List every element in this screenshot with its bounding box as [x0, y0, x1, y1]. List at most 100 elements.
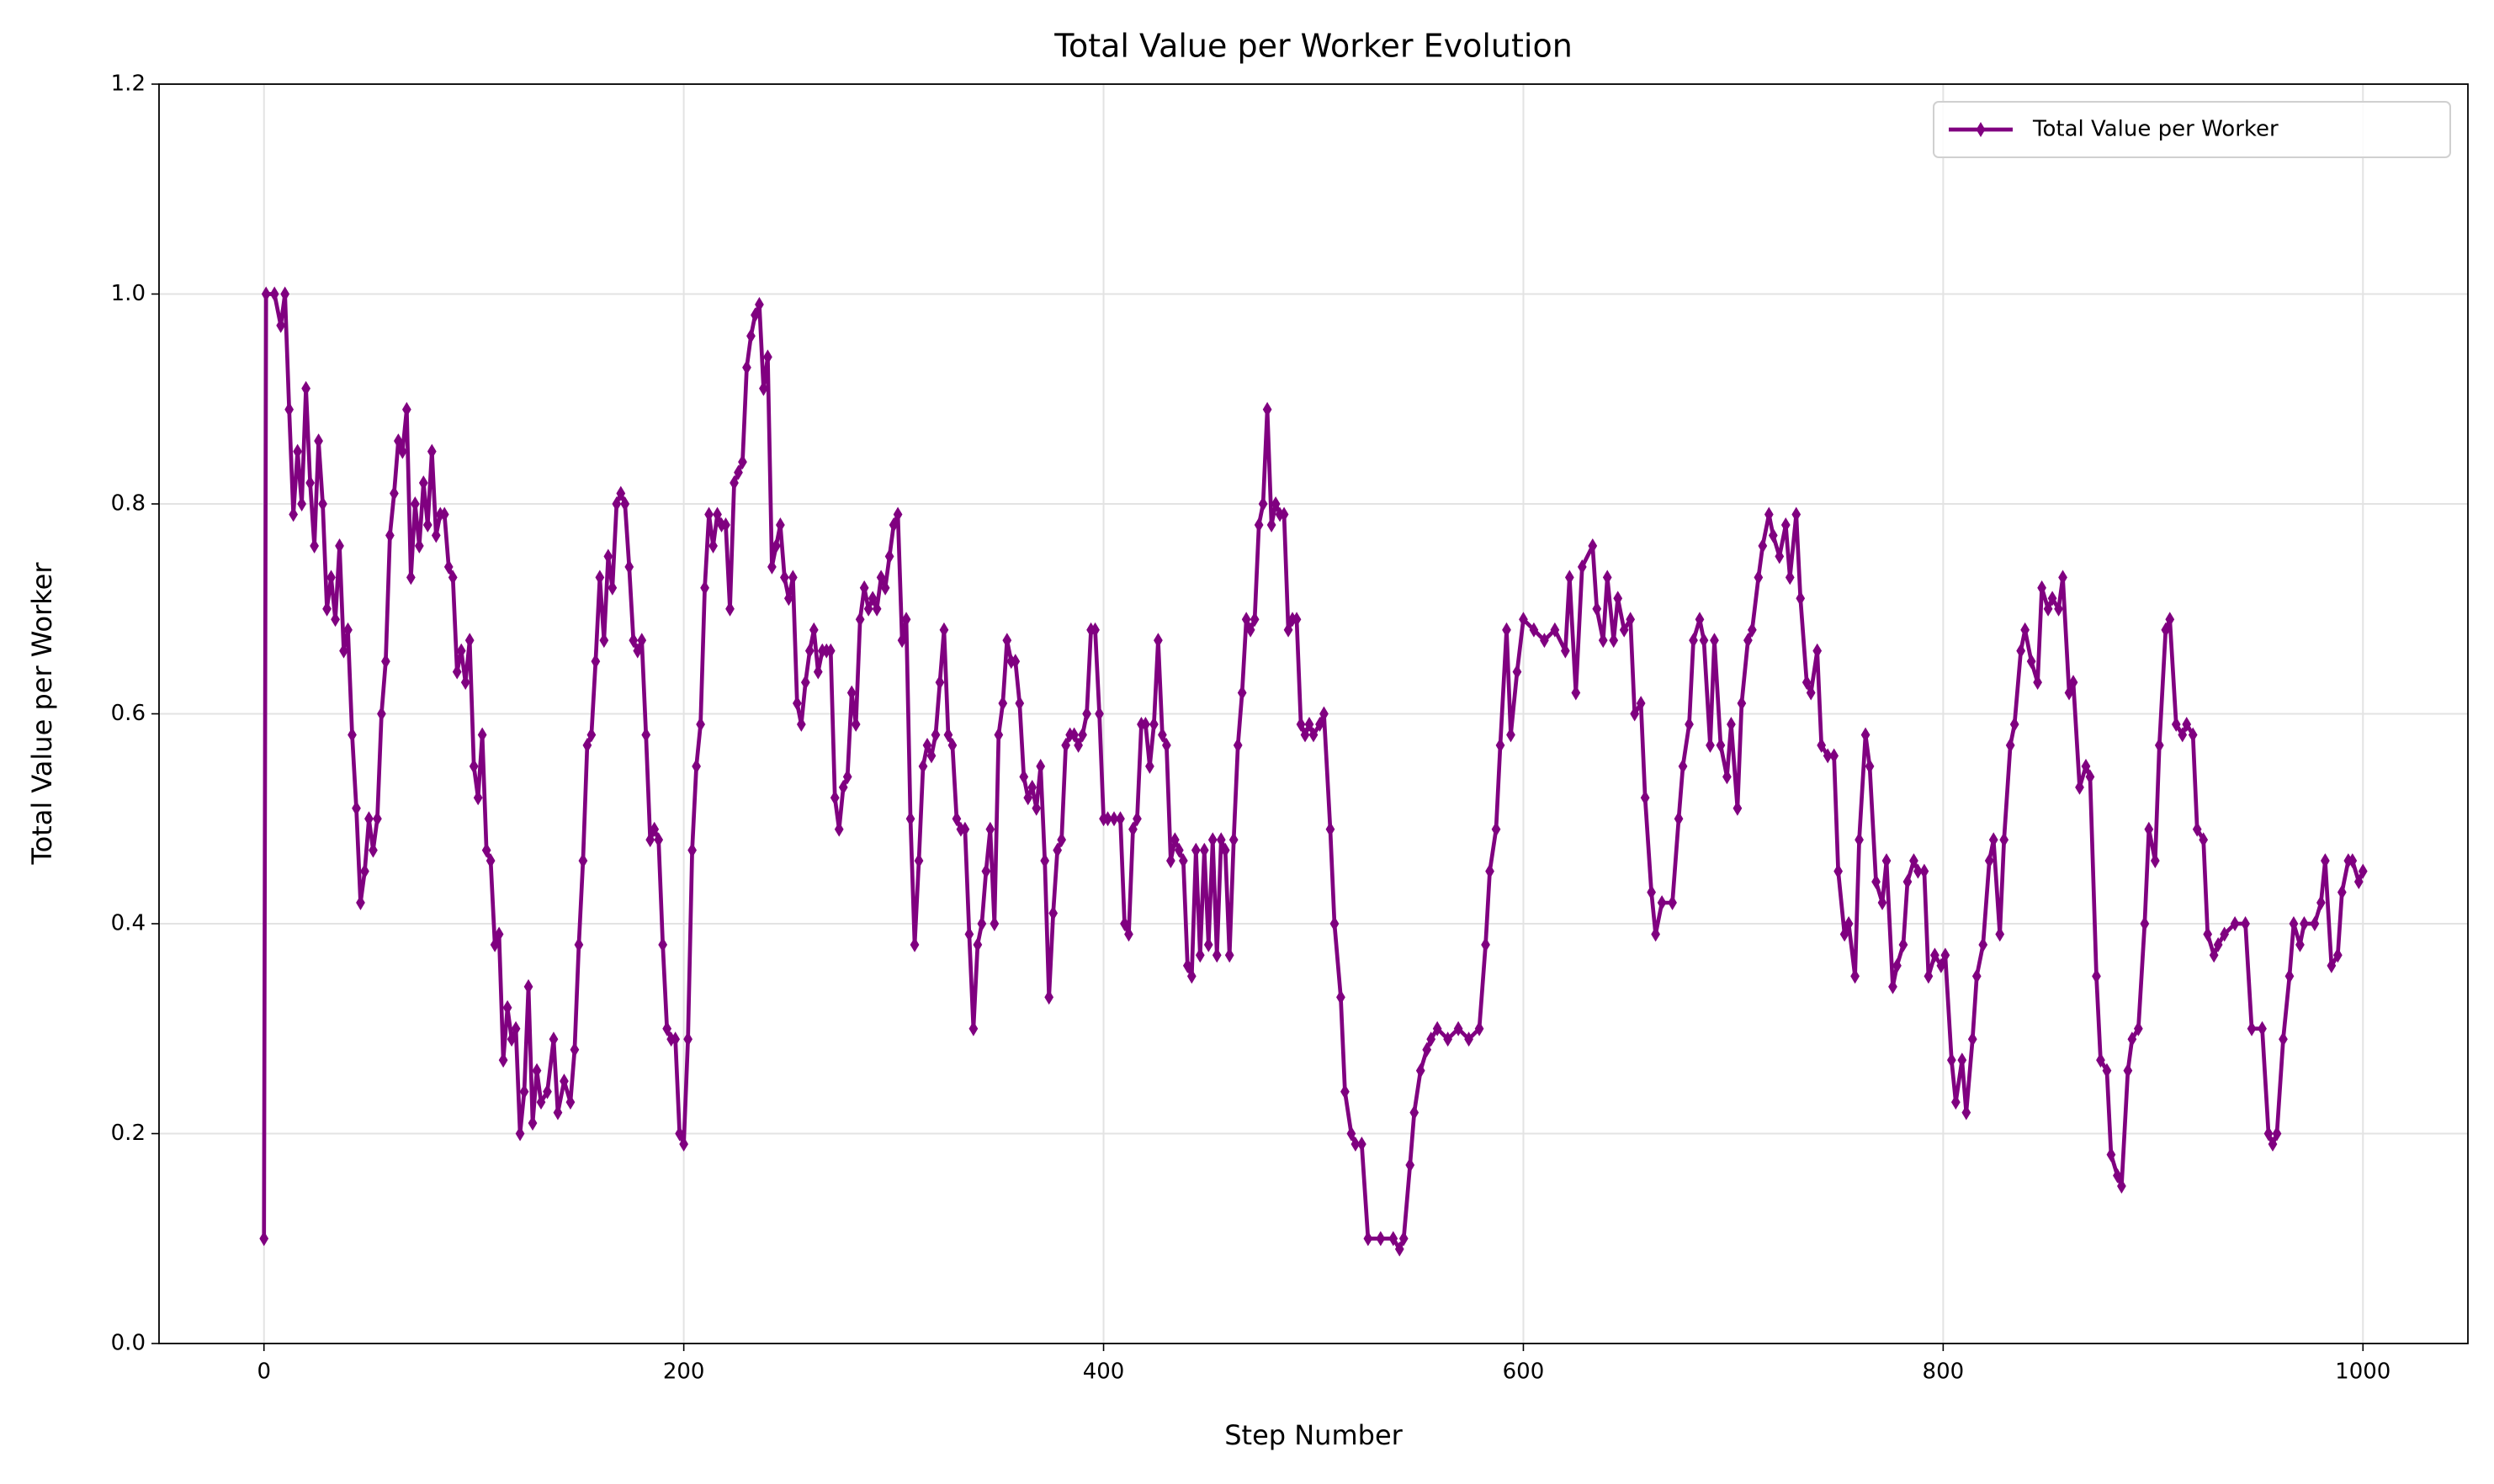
data-point — [481, 842, 491, 858]
data-point — [755, 297, 764, 312]
data-point — [977, 916, 987, 931]
data-point — [464, 633, 475, 649]
data-point — [1237, 685, 1247, 701]
data-point — [830, 790, 840, 806]
data-point — [1636, 696, 1646, 711]
data-point — [1300, 727, 1310, 743]
data-point — [2192, 821, 2202, 837]
data-point — [918, 758, 928, 774]
data-point — [469, 758, 479, 774]
data-point — [2068, 675, 2078, 691]
data-point — [960, 821, 970, 837]
data-point — [1737, 696, 1747, 711]
data-point — [931, 727, 941, 743]
data-point — [2316, 895, 2326, 911]
data-point — [1432, 1020, 1442, 1036]
x-tick-label: 1000 — [2335, 1359, 2391, 1385]
data-point — [1074, 737, 1083, 753]
y-tick-label: 0.6 — [111, 701, 146, 726]
data-point — [1550, 622, 1560, 638]
data-point — [369, 842, 378, 858]
data-point — [780, 570, 789, 586]
data-point — [1376, 1231, 1386, 1247]
data-point — [1057, 832, 1067, 848]
data-point — [1158, 727, 1167, 743]
data-point — [1279, 506, 1289, 522]
data-point — [536, 1094, 546, 1110]
data-point — [1647, 884, 1656, 900]
data-point — [394, 433, 403, 449]
data-point — [1919, 863, 1929, 879]
data-point — [2127, 1031, 2137, 1047]
data-point — [339, 643, 348, 659]
data-point — [734, 464, 743, 480]
data-point — [1678, 758, 1688, 774]
data-point — [658, 936, 668, 952]
data-point — [1141, 717, 1150, 732]
data-point — [1405, 1157, 1415, 1173]
y-tick-label: 0.0 — [111, 1331, 146, 1356]
data-point — [1946, 1052, 1956, 1068]
data-point — [2058, 570, 2067, 586]
data-point — [1780, 517, 1791, 533]
data-point — [2144, 821, 2154, 837]
data-point — [1855, 832, 1864, 848]
data-point — [1609, 633, 1619, 649]
data-point — [373, 811, 382, 827]
data-point — [1743, 633, 1753, 649]
data-point — [1519, 612, 1528, 628]
data-point — [1706, 737, 1715, 753]
data-point — [284, 401, 295, 417]
data-point — [314, 433, 323, 449]
x-tick-label: 600 — [1503, 1359, 1545, 1385]
data-point — [2213, 936, 2223, 952]
data-point — [1747, 622, 1757, 638]
data-point — [901, 612, 911, 628]
data-point — [2358, 863, 2368, 879]
data-point — [1999, 832, 2009, 848]
data-point — [377, 706, 386, 722]
data-point — [1823, 748, 1833, 764]
data-point — [2043, 601, 2053, 617]
data-point — [1806, 685, 1816, 701]
data-point — [565, 1094, 576, 1110]
data-point — [356, 895, 365, 911]
data-point — [1464, 1031, 1473, 1047]
data-point — [1796, 591, 1806, 607]
data-point — [2150, 853, 2160, 869]
data-point — [1877, 895, 1887, 911]
data-point — [804, 643, 815, 659]
data-point — [490, 936, 500, 952]
data-point — [1212, 947, 1222, 963]
data-point — [2203, 926, 2213, 942]
data-point — [1145, 758, 1154, 774]
data-point — [406, 570, 416, 586]
data-point — [1178, 853, 1188, 869]
data-point — [926, 748, 937, 764]
data-point — [1296, 717, 1306, 732]
data-point — [1865, 758, 1875, 774]
data-point — [783, 591, 793, 607]
data-point — [410, 496, 420, 511]
data-point — [532, 1063, 542, 1079]
data-point — [1791, 506, 1802, 522]
data-point — [1802, 675, 1812, 691]
data-point — [616, 485, 626, 501]
data-point — [427, 443, 437, 459]
data-point — [730, 475, 739, 491]
data-point — [738, 454, 747, 470]
data-point — [1619, 622, 1629, 638]
data-point — [1984, 853, 1994, 869]
data-point — [401, 401, 411, 417]
data-point — [1699, 633, 1709, 649]
data-point — [560, 1073, 569, 1089]
data-point — [1651, 926, 1660, 942]
data-point — [1850, 968, 1860, 984]
data-point — [1233, 737, 1243, 753]
data-point — [1995, 926, 2005, 942]
data-point — [2300, 916, 2309, 931]
data-point — [943, 727, 953, 743]
data-point — [1340, 1084, 1350, 1100]
data-point — [1011, 654, 1021, 670]
data-point — [2209, 947, 2219, 963]
